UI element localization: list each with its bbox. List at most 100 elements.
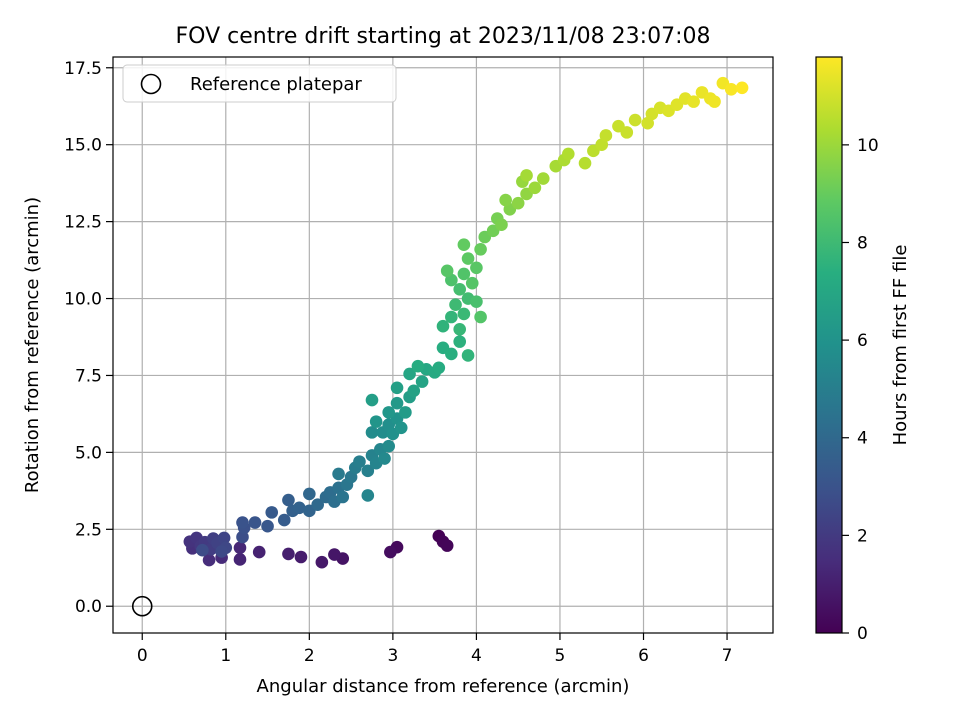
y-tick-label: 17.5 [64,59,102,79]
scatter-point [233,553,247,566]
scatter-point [599,129,613,142]
scatter-point [390,381,404,395]
scatter-point [294,550,308,564]
scatter-point [196,543,209,557]
scatter-point [457,267,471,281]
scatter-point [311,498,324,511]
scatter-point [353,455,366,468]
x-tick-label: 7 [722,646,733,666]
scatter-point [407,384,421,398]
scatter-point [528,181,542,195]
colorbar-gradient [816,57,842,633]
scatter-point [453,323,467,336]
scatter-point [440,264,454,278]
scatter-point [453,283,467,296]
chart-title: FOV centre drift starting at 2023/11/08 … [176,24,711,49]
x-tick-label: 6 [638,646,649,666]
scatter-point [399,406,412,419]
scatter-point [465,276,479,290]
colorbar-tick-label: 6 [857,331,868,351]
scatter-point [265,506,279,519]
scatter-point [277,513,291,527]
grid [113,57,773,633]
y-tick-label: 2.5 [75,520,102,540]
scatter-point [252,545,266,559]
scatter-point [461,252,475,265]
scatter-point [365,393,379,407]
scatter-point [378,452,391,465]
x-axis-ticks: 0 1 2 3 4 5 6 7 [137,633,733,666]
colorbar-tick-label: 8 [857,233,868,253]
scatter-point [248,516,262,529]
y-tick-label: 7.5 [75,366,102,386]
scatter-point [332,467,345,481]
scatter-point [432,361,446,375]
scatter-point [415,375,429,388]
colorbar-tick-label: 10 [857,136,879,156]
scatter-point [403,367,416,381]
scatter-point [520,169,533,182]
scatter-point [474,243,487,256]
x-tick-label: 4 [471,646,482,666]
y-tick-label: 12.5 [64,213,102,233]
plot-frame [112,56,774,634]
colorbar-tick-label: 4 [857,429,868,449]
reference-platepar-marker [131,595,153,617]
scatter-point [361,464,375,478]
legend-entry-label: Reference platepar [190,74,362,95]
legend-box [122,64,397,103]
scatter-point [457,238,471,251]
scatter-point [461,349,475,362]
x-tick-label: 1 [220,646,231,666]
scatter-point [457,307,471,321]
x-tick-label: 0 [137,646,148,666]
scatter-point [293,501,306,515]
colorbar-tick-label: 0 [857,624,868,644]
scatter-point [261,519,274,533]
x-tick-label: 3 [387,646,398,666]
scatter-point [445,310,458,324]
scatter-point [687,95,700,108]
y-tick-label: 15.0 [64,136,102,156]
scatter-point [708,95,721,108]
scatter-point [578,156,592,170]
scatter-point [315,555,329,569]
scatter-point [511,196,525,210]
legend-marker-open-circle [140,73,162,95]
scatter-point [735,81,749,95]
x-tick-label: 5 [555,646,566,666]
colorbar-frame [815,56,843,634]
scatter-point [369,415,383,428]
scatter-point [282,547,295,561]
colorbar-tick-label: 2 [857,526,868,546]
scatter-point [411,359,425,373]
scatter-point [217,531,231,545]
scatter-point [474,310,487,324]
scatter-point [394,421,408,435]
scatter-point [470,261,483,275]
scatter-point [202,553,216,567]
scatter-point [361,489,375,502]
scatter-point [236,516,249,529]
scatter-point [365,426,379,439]
data-points [183,76,749,569]
colorbar-ticks: 0 2 4 6 8 10 [842,136,879,644]
scatter-point [384,545,397,559]
scatter-point [499,193,512,207]
y-tick-label: 10.0 [64,290,102,310]
scatter-point [390,396,404,410]
y-tick-label: 0.0 [75,597,102,617]
scatter-point [282,493,295,507]
scatter-point [562,147,575,161]
scatter-point [336,490,350,504]
scatter-point [328,548,341,561]
y-tick-label: 5.0 [75,443,102,463]
reference-point [131,595,153,617]
y-axis-label: Rotation from reference (arcmin) [22,197,43,493]
colorbar: 0 2 4 6 8 10 Hours from first FF file [815,56,911,644]
scatter-point [445,347,458,361]
y-axis-ticks: 0.0 2.5 5.0 7.5 10.0 12.5 15.0 17.5 [64,59,113,617]
scatter-point [382,406,395,419]
